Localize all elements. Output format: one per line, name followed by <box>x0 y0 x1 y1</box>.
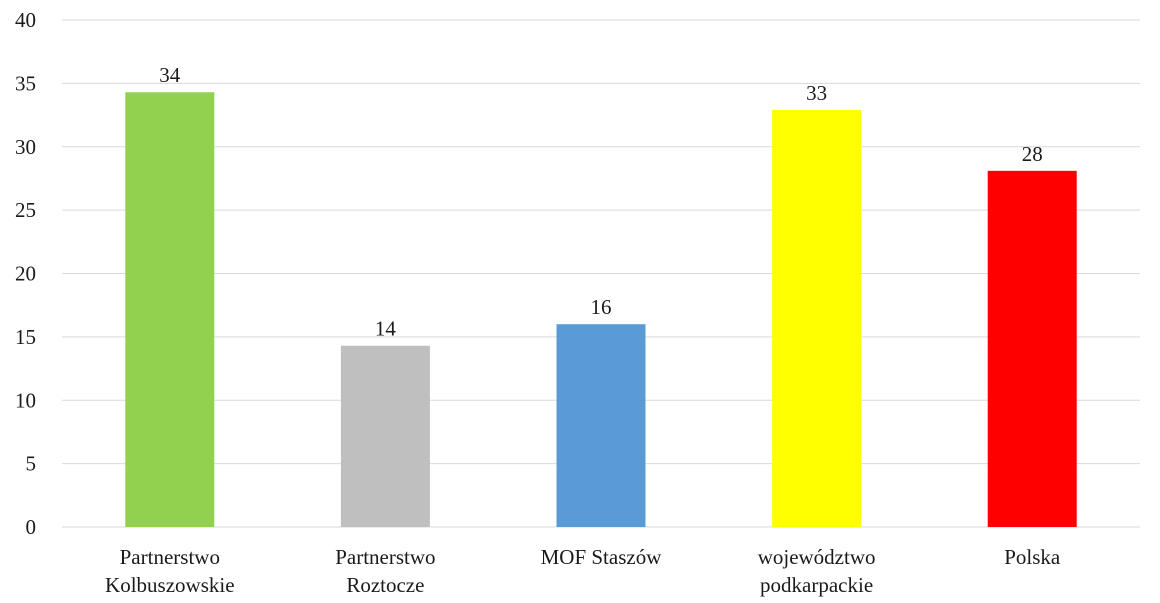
y-tick-label: 10 <box>15 388 36 412</box>
grid-lines <box>62 19 1140 528</box>
y-tick-label: 25 <box>15 198 36 222</box>
category-label: MOF Staszów <box>541 545 663 569</box>
bar <box>340 345 430 527</box>
y-tick-label: 0 <box>26 515 37 539</box>
bar <box>556 324 646 527</box>
bar <box>772 109 862 528</box>
data-label: 34 <box>159 63 181 87</box>
category-label: Polska <box>1004 545 1061 569</box>
category-label-line: podkarpackie <box>760 573 873 597</box>
category-label-line: Partnerstwo <box>335 545 435 569</box>
category-label-line: Roztocze <box>346 573 424 597</box>
y-tick-label: 30 <box>15 135 36 159</box>
y-tick-label: 20 <box>15 262 36 286</box>
category-label: Partnerstwo Roztocze <box>335 545 435 597</box>
category-label-line: MOF Staszów <box>541 545 663 569</box>
category-label: Partnerstwo Kolbuszowskie <box>105 545 235 597</box>
y-tick-label: 35 <box>15 71 36 95</box>
category-labels: Partnerstwo Kolbuszowskie Partnerstwo Rozto… <box>105 545 1061 597</box>
y-tick-label: 15 <box>15 325 36 349</box>
data-labels: 34 14 16 33 28 <box>159 63 1042 341</box>
y-tick-label: 40 <box>15 8 36 32</box>
bars <box>125 92 1077 528</box>
category-label: województwo podkarpackie <box>758 545 876 597</box>
bar <box>125 92 215 527</box>
category-label-line: Kolbuszowskie <box>105 573 235 597</box>
data-label: 14 <box>375 317 397 341</box>
category-label-line: Partnerstwo <box>120 545 220 569</box>
y-tick-label: 5 <box>26 452 37 476</box>
data-label: 16 <box>591 295 612 319</box>
bar <box>987 170 1077 527</box>
data-label: 28 <box>1022 142 1043 166</box>
data-label: 33 <box>806 81 827 105</box>
category-label-line: województwo <box>758 545 876 569</box>
y-axis-tick-labels: 0 5 10 15 20 25 30 35 40 <box>15 8 36 539</box>
category-label-line: Polska <box>1004 545 1061 569</box>
